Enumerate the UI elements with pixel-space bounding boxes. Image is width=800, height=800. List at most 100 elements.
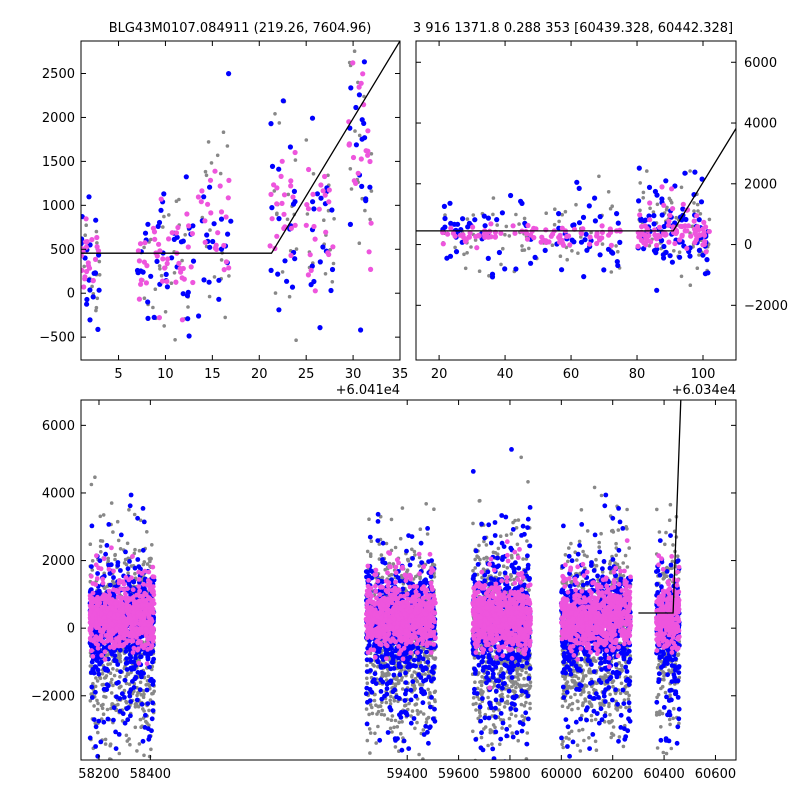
data-point-blue <box>472 217 478 223</box>
data-point-blue <box>429 558 434 563</box>
data-point-gray <box>585 663 589 667</box>
data-point-magenta <box>225 195 231 201</box>
data-point-gray <box>625 565 630 569</box>
data-point-gray <box>124 699 128 704</box>
data-point-blue <box>137 687 143 693</box>
data-point-blue <box>201 277 207 283</box>
data-point-blue <box>387 705 393 710</box>
data-point-blue <box>651 213 657 219</box>
data-point-gray <box>583 683 587 687</box>
data-point-magenta <box>679 233 685 239</box>
data-point-gray <box>111 530 115 534</box>
data-point-blue <box>134 697 140 703</box>
data-point-blue <box>120 711 126 716</box>
data-point-magenta <box>213 242 219 248</box>
data-point-gray <box>432 575 437 579</box>
data-point-gray <box>611 725 616 729</box>
data-point-magenta <box>701 219 707 225</box>
data-point-gray <box>147 708 151 713</box>
data-point-magenta <box>226 265 232 271</box>
data-point-gray <box>153 287 158 292</box>
data-point-blue <box>268 121 274 127</box>
data-point-gray <box>498 571 502 575</box>
data-point-magenta <box>322 173 328 180</box>
data-point-blue <box>397 672 403 678</box>
data-point-magenta <box>152 236 158 242</box>
data-point-magenta <box>217 183 223 189</box>
data-point-gray <box>141 695 146 699</box>
data-point-magenta <box>305 272 311 278</box>
data-point-gray <box>501 246 505 251</box>
data-point-blue <box>96 287 102 293</box>
data-point-gray <box>519 455 523 460</box>
data-point-magenta <box>567 242 573 248</box>
data-point-blue <box>574 179 580 185</box>
data-point-gray <box>432 698 437 702</box>
data-point-blue <box>135 557 141 562</box>
data-point-gray <box>157 264 162 268</box>
data-point-gray <box>379 553 384 557</box>
data-point-gray <box>111 683 115 688</box>
data-point-gray <box>453 245 457 250</box>
x-tick-label: 15 <box>204 367 221 382</box>
data-point-gray <box>517 667 521 671</box>
data-point-gray <box>142 692 146 697</box>
data-point-gray <box>516 518 521 522</box>
data-point-gray <box>390 730 394 734</box>
data-point-gray <box>688 169 692 173</box>
data-point-gray <box>388 698 393 703</box>
data-point-blue <box>358 327 364 333</box>
data-point-gray <box>397 720 402 725</box>
data-point-blue <box>206 279 212 285</box>
data-point-gray <box>159 273 164 278</box>
data-point-gray <box>477 671 481 675</box>
data-point-gray <box>567 737 571 741</box>
data-point-blue <box>183 174 189 180</box>
data-point-gray <box>574 674 578 679</box>
data-point-gray <box>707 217 712 222</box>
data-point-magenta <box>608 242 615 248</box>
data-point-gray <box>575 743 580 747</box>
data-point-blue <box>140 547 146 553</box>
data-point-gray <box>622 698 627 702</box>
data-point-blue <box>683 216 689 223</box>
data-point-gray <box>127 682 132 686</box>
data-point-gray <box>662 677 666 682</box>
data-point-gray <box>100 671 105 676</box>
data-point-gray <box>94 676 98 680</box>
data-point-gray <box>138 680 143 685</box>
data-point-blue <box>309 263 315 269</box>
data-point-gray <box>433 657 437 661</box>
data-point-gray <box>506 694 510 699</box>
data-point-magenta <box>666 239 672 245</box>
data-point-magenta <box>462 238 468 245</box>
data-point-blue <box>225 231 231 237</box>
data-point-gray <box>400 506 405 510</box>
data-point-blue <box>93 744 98 749</box>
data-point-gray <box>698 212 703 216</box>
data-point-gray <box>471 521 475 526</box>
data-point-magenta <box>326 199 332 205</box>
data-point-blue <box>132 565 138 571</box>
scatter-points <box>440 165 712 293</box>
data-point-gray <box>110 702 115 706</box>
data-point-gray <box>105 707 110 712</box>
data-point-blue <box>361 59 367 65</box>
data-point-magenta <box>92 256 99 262</box>
data-point-gray <box>110 677 114 682</box>
data-point-magenta <box>353 180 359 186</box>
data-point-magenta <box>644 226 650 232</box>
data-point-blue <box>636 198 642 204</box>
data-point-gray <box>479 735 484 740</box>
data-point-gray <box>413 677 418 681</box>
data-point-blue <box>426 740 431 746</box>
y-tick-label: 2000 <box>42 111 75 126</box>
data-point-gray <box>132 512 137 517</box>
data-point-gray <box>602 703 606 707</box>
data-point-gray <box>514 212 518 217</box>
data-point-magenta <box>661 202 667 208</box>
data-point-gray <box>93 684 98 689</box>
data-point-gray <box>580 703 585 708</box>
data-point-gray <box>582 738 586 743</box>
data-point-blue <box>444 255 450 261</box>
